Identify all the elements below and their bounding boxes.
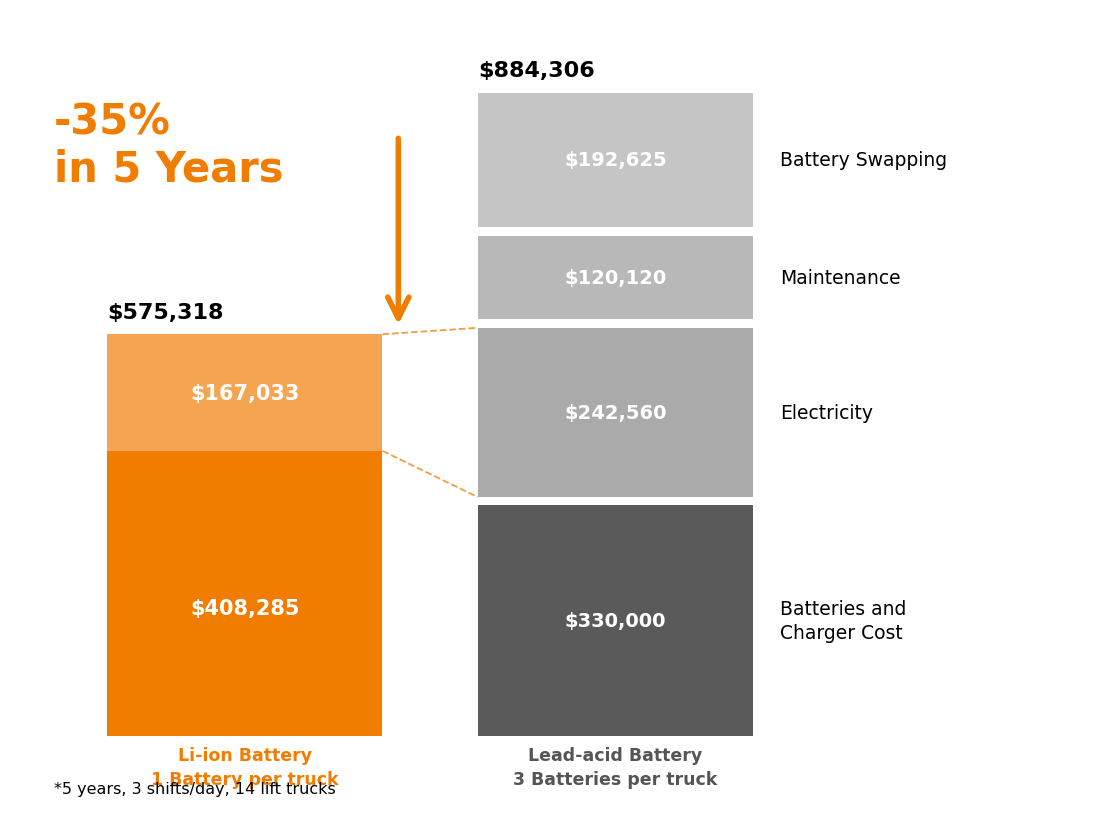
Bar: [478, 237, 753, 320]
Bar: [478, 328, 753, 498]
Text: Lead-acid Battery
3 Batteries per truck: Lead-acid Battery 3 Batteries per truck: [513, 747, 718, 788]
Bar: [478, 93, 753, 228]
Bar: [107, 452, 382, 736]
Text: $192,625: $192,625: [564, 151, 667, 170]
Text: -35%
in 5 Years: -35% in 5 Years: [54, 102, 284, 190]
Text: $575,318: $575,318: [107, 303, 223, 323]
Text: Battery Swapping: Battery Swapping: [779, 151, 947, 170]
Bar: [107, 335, 382, 452]
Text: $884,306: $884,306: [478, 61, 595, 81]
Text: Li-ion Battery
1 Battery per truck: Li-ion Battery 1 Battery per truck: [151, 747, 339, 788]
Text: Batteries and
Charger Cost: Batteries and Charger Cost: [779, 600, 906, 642]
Text: Maintenance: Maintenance: [779, 269, 901, 288]
Text: *5 years, 3 shifts/day, 14 lift trucks: *5 years, 3 shifts/day, 14 lift trucks: [54, 782, 336, 796]
Text: $120,120: $120,120: [564, 269, 667, 288]
Text: Electricity: Electricity: [779, 404, 873, 423]
Text: $408,285: $408,285: [190, 598, 299, 618]
Text: $330,000: $330,000: [565, 611, 667, 630]
Text: $167,033: $167,033: [190, 383, 299, 403]
Bar: [478, 506, 753, 736]
Text: $242,560: $242,560: [564, 404, 667, 423]
